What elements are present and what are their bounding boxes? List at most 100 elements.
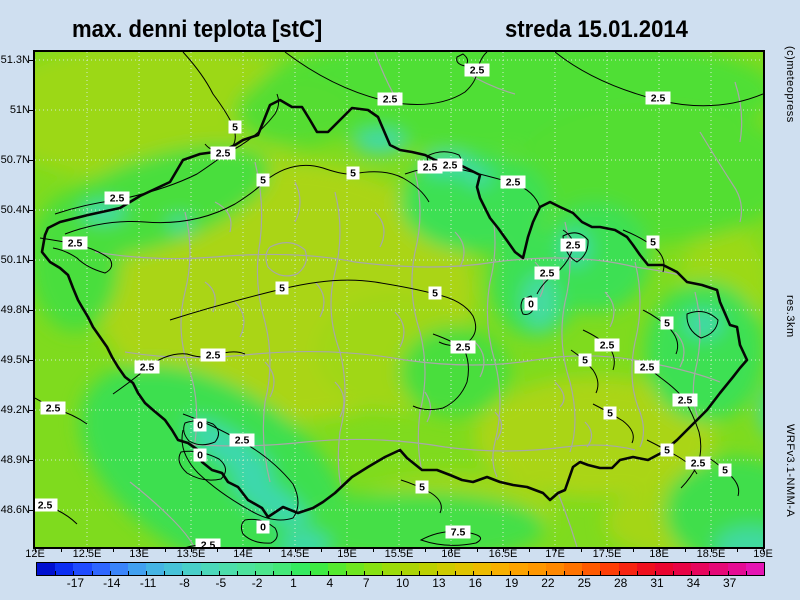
color-scale-tick — [491, 571, 493, 575]
color-scale-segment — [164, 563, 183, 575]
color-scale-value: 16 — [468, 576, 482, 590]
color-scale-tick — [400, 571, 402, 575]
color-scale-segment — [236, 563, 256, 575]
lon-tick-mark — [711, 547, 712, 552]
color-scale-tick — [691, 571, 693, 575]
lat-tick-label: 49.5N — [0, 354, 30, 366]
lon-tick-mark — [113, 547, 114, 552]
lat-tick-label: 49.2N — [0, 404, 30, 416]
color-scale-tick — [200, 571, 202, 575]
color-scale-segment — [37, 563, 56, 575]
lon-tick-label: 15.5E — [384, 548, 414, 560]
lon-tick-mark — [555, 547, 556, 552]
color-scale-segment — [309, 563, 328, 575]
svg-text:5: 5 — [350, 168, 356, 180]
svg-text:2.5: 2.5 — [201, 540, 216, 548]
foreign-borders — [129, 52, 743, 547]
color-scale-tick — [255, 571, 257, 575]
lon-tick-label: 12.5E — [72, 548, 102, 560]
lon-tick-label: 13E — [129, 548, 149, 560]
svg-text:5: 5 — [260, 175, 266, 187]
color-scale-segment — [400, 563, 419, 575]
color-scale-tick — [73, 571, 75, 575]
color-scale-segment — [273, 563, 292, 575]
color-scale-segment — [527, 563, 546, 575]
lon-tick-label: 14.5E — [280, 548, 310, 560]
lat-tick-mark — [29, 110, 34, 111]
color-scale-value: 34 — [686, 576, 701, 590]
svg-text:5: 5 — [722, 465, 728, 477]
svg-text:2.5: 2.5 — [110, 193, 125, 205]
lat-tick-mark — [29, 310, 34, 311]
svg-text:2.5: 2.5 — [68, 238, 83, 250]
lon-tick-label: 17.5E — [592, 548, 622, 560]
lat-tick-mark — [29, 510, 34, 511]
color-scale-segment — [418, 563, 437, 575]
svg-text:5: 5 — [279, 283, 285, 295]
lon-tick-label: 16E — [441, 548, 461, 560]
svg-text:0: 0 — [528, 299, 534, 311]
lon-tick-mark — [321, 547, 322, 552]
color-scale-tick — [564, 571, 566, 575]
lon-tick-label: 15E — [337, 548, 357, 560]
color-scale-tick — [582, 571, 584, 575]
color-scale-tick — [727, 571, 729, 575]
color-scale-tick — [364, 571, 366, 575]
lon-tick-mark — [581, 547, 582, 552]
color-scale-tick — [146, 571, 148, 575]
color-scale-segment — [327, 563, 346, 575]
color-scale-tick — [527, 571, 529, 575]
svg-text:5: 5 — [232, 122, 238, 134]
svg-text:2.5: 2.5 — [470, 65, 485, 77]
lat-tick-mark — [29, 260, 34, 261]
graticule-grid — [35, 52, 763, 547]
temperature-color-scale — [36, 562, 765, 576]
svg-text:5: 5 — [582, 355, 588, 367]
color-scale-tick — [91, 571, 93, 575]
color-scale-segment — [709, 563, 728, 575]
color-scale-tick — [436, 571, 438, 575]
lat-tick-label: 51N — [9, 104, 30, 116]
color-scale-value: -2 — [251, 576, 263, 590]
color-scale-value: -8 — [179, 576, 190, 590]
lon-tick-label: 13.5E — [176, 548, 206, 560]
color-scale-value: 7 — [362, 576, 370, 590]
color-scale-value: 37 — [723, 576, 737, 590]
contour-value-labels: 2.5 2.5 2.5 5 2.5 5 5 2.5 2.5 2.5 2.5 2.5 2.5 5 2.5 5 5 0… — [35, 63, 732, 548]
svg-text:2.5: 2.5 — [600, 340, 615, 352]
color-scale-tick — [164, 571, 166, 575]
svg-text:2.5: 2.5 — [235, 435, 250, 447]
lon-tick-mark — [217, 547, 218, 552]
lon-tick-mark — [35, 547, 36, 552]
color-scale-segment — [673, 563, 692, 575]
svg-text:2.5: 2.5 — [640, 362, 655, 374]
lat-tick-mark — [29, 410, 34, 411]
lat-tick-mark — [29, 60, 34, 61]
color-scale-tick — [618, 571, 620, 575]
color-scale-segment — [291, 563, 310, 575]
color-scale-segment — [127, 563, 147, 575]
color-scale-tick — [654, 571, 656, 575]
map-title: max. denni teplota [stC] — [72, 16, 323, 43]
lat-tick-label: 50.4N — [0, 204, 30, 216]
lon-tick-mark — [295, 547, 296, 552]
color-scale-segment — [218, 563, 237, 575]
color-scale-segment — [636, 563, 655, 575]
color-scale-value: -11 — [139, 576, 157, 590]
color-scale-tick — [600, 571, 602, 575]
svg-text:5: 5 — [607, 408, 613, 420]
color-scale-tick — [709, 571, 711, 575]
color-scale-segment — [727, 563, 746, 575]
lat-tick-label: 49.8N — [0, 304, 30, 316]
color-scale-value: 28 — [613, 576, 628, 590]
svg-text:0: 0 — [260, 522, 266, 534]
lon-tick-mark — [373, 547, 374, 552]
color-scale-segment — [563, 563, 583, 575]
color-scale-segment — [382, 563, 401, 575]
lon-tick-mark — [399, 547, 400, 552]
lon-tick-mark — [633, 547, 634, 552]
svg-text:2.5: 2.5 — [540, 268, 555, 280]
lon-tick-label: 12E — [25, 548, 45, 560]
color-scale-segment — [436, 563, 455, 575]
map-date: streda 15.01.2014 — [505, 16, 688, 43]
